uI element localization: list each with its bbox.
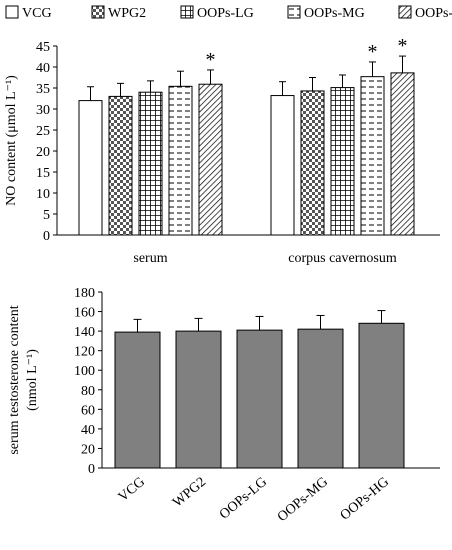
y-tick-label: 10 xyxy=(36,187,50,202)
y-tick-label: 120 xyxy=(74,345,95,360)
x-tick-label-oops-lg: OOPs-LG xyxy=(217,475,270,523)
legend-label-oops-lg: OOPs-LG xyxy=(197,6,254,21)
x-tick-label-oops-mg: OOPs-MG xyxy=(275,475,331,525)
category-label-serum: serum xyxy=(133,251,167,266)
x-tick-label-oops-hg: OOPs-HG xyxy=(338,475,392,524)
bar-vcg xyxy=(114,331,161,469)
y-tick-label: 15 xyxy=(36,166,50,181)
bar-serum-vcg xyxy=(78,100,103,236)
legend-label-oops-mg: OOPs-MG xyxy=(304,6,365,21)
legend-swatch-wpg2 xyxy=(91,5,105,19)
y-tick-label: 100 xyxy=(74,364,95,379)
bar-corpus-cavernosum-oops-mg xyxy=(360,76,385,236)
legend-swatch-oops-lg xyxy=(180,5,194,19)
significance-mark: * xyxy=(368,41,378,63)
legend-swatch-oops-mg xyxy=(287,5,301,19)
bar-serum-oops-mg xyxy=(168,85,193,236)
y-axis-label: NO content (μmol L⁻¹) xyxy=(4,75,19,206)
bar-serum-oops-hg xyxy=(198,83,223,236)
significance-mark: * xyxy=(206,49,216,71)
bar-corpus-cavernosum-vcg xyxy=(270,95,295,236)
significance-mark: * xyxy=(398,35,408,57)
y-tick-label: 40 xyxy=(81,423,95,438)
testosterone-chart: 0 20 40 60 80 100 120 140 160 180 serum testostero… xyxy=(7,286,440,525)
category-label-corpus-cavernosum: corpus cavernosum xyxy=(288,251,397,266)
bar-wpg2 xyxy=(175,330,222,469)
bar-oops-lg xyxy=(236,329,283,469)
x-tick-label-vcg: VCG xyxy=(116,475,148,505)
y-tick-label: 45 xyxy=(36,40,50,55)
y-axis-label: serum testosterone content xyxy=(7,305,22,454)
y-tick-label: 0 xyxy=(43,229,50,244)
y-tick-label: 25 xyxy=(36,124,50,139)
bar-corpus-cavernosum-oops-lg xyxy=(330,87,355,236)
y-tick-label: 20 xyxy=(81,442,95,457)
bar-serum-wpg2 xyxy=(108,95,133,236)
y-tick-label: 140 xyxy=(74,325,95,340)
legend: VCG WPG2 OOPs-LG OOPs-MG OOPs-HG xyxy=(5,5,452,21)
bar-corpus-cavernosum-wpg2 xyxy=(300,90,325,236)
y-tick-label: 5 xyxy=(43,208,50,223)
no-content-chart: 0 5 10 15 20 25 30 35 40 45 NO content (μmol L⁻¹) s… xyxy=(4,35,440,266)
legend-label-oops-hg: OOPs-HG xyxy=(415,6,452,21)
y-tick-label: 35 xyxy=(36,82,50,97)
y-tick-label: 180 xyxy=(74,286,95,301)
bar-corpus-cavernosum-oops-hg xyxy=(390,72,415,236)
x-tick-label-wpg2: WPG2 xyxy=(170,475,209,511)
y-tick-label: 20 xyxy=(36,145,50,160)
legend-label-wpg2: WPG2 xyxy=(108,6,146,21)
legend-label-vcg: VCG xyxy=(22,6,52,21)
y-tick-label: 30 xyxy=(36,103,50,118)
y-tick-label: 40 xyxy=(36,61,50,76)
y-tick-label: 160 xyxy=(74,306,95,321)
y-tick-label: 80 xyxy=(81,384,95,399)
y-tick-label: 0 xyxy=(88,462,95,477)
y-tick-label: 60 xyxy=(81,403,95,418)
legend-swatch-vcg xyxy=(5,5,19,19)
bar-oops-mg xyxy=(297,328,344,469)
bar-oops-hg xyxy=(358,322,405,469)
y-axis-label-unit: (nmol L⁻¹) xyxy=(25,349,40,411)
legend-swatch-oops-hg xyxy=(398,5,412,19)
bar-serum-oops-lg xyxy=(138,91,163,236)
